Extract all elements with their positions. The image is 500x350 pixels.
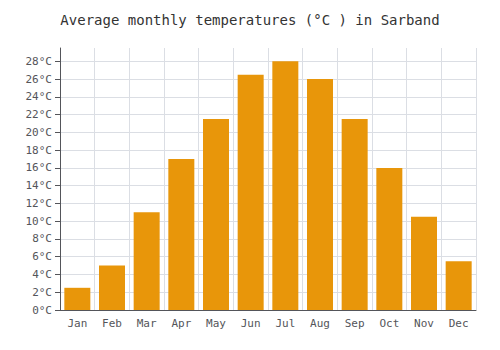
svg-text:12°C: 12°C	[26, 197, 53, 210]
svg-text:Dec: Dec	[449, 317, 469, 330]
svg-text:Sep: Sep	[345, 317, 365, 330]
svg-text:Jul: Jul	[275, 317, 295, 330]
svg-text:2°C: 2°C	[32, 286, 52, 299]
svg-text:20°C: 20°C	[26, 126, 53, 139]
svg-text:Aug: Aug	[310, 317, 330, 330]
svg-text:Feb: Feb	[102, 317, 122, 330]
svg-text:May: May	[206, 317, 226, 330]
svg-text:14°C: 14°C	[26, 179, 53, 192]
svg-text:28°C: 28°C	[26, 55, 53, 68]
svg-text:Jan: Jan	[67, 317, 87, 330]
svg-text:10°C: 10°C	[26, 215, 53, 228]
svg-text:8°C: 8°C	[32, 232, 52, 245]
svg-text:6°C: 6°C	[32, 250, 52, 263]
svg-text:Nov: Nov	[414, 317, 434, 330]
svg-text:24°C: 24°C	[26, 90, 53, 103]
svg-text:Jun: Jun	[241, 317, 261, 330]
svg-text:0°C: 0°C	[32, 304, 52, 317]
svg-text:26°C: 26°C	[26, 73, 53, 86]
svg-text:Average monthly temperatures (: Average monthly temperatures (°C ) in Sa…	[60, 12, 439, 28]
svg-text:22°C: 22°C	[26, 108, 53, 121]
svg-text:Apr: Apr	[171, 317, 191, 330]
svg-text:18°C: 18°C	[26, 144, 53, 157]
svg-text:Mar: Mar	[137, 317, 157, 330]
svg-text:4°C: 4°C	[32, 268, 52, 281]
svg-text:Oct: Oct	[379, 317, 399, 330]
svg-text:16°C: 16°C	[26, 161, 53, 174]
